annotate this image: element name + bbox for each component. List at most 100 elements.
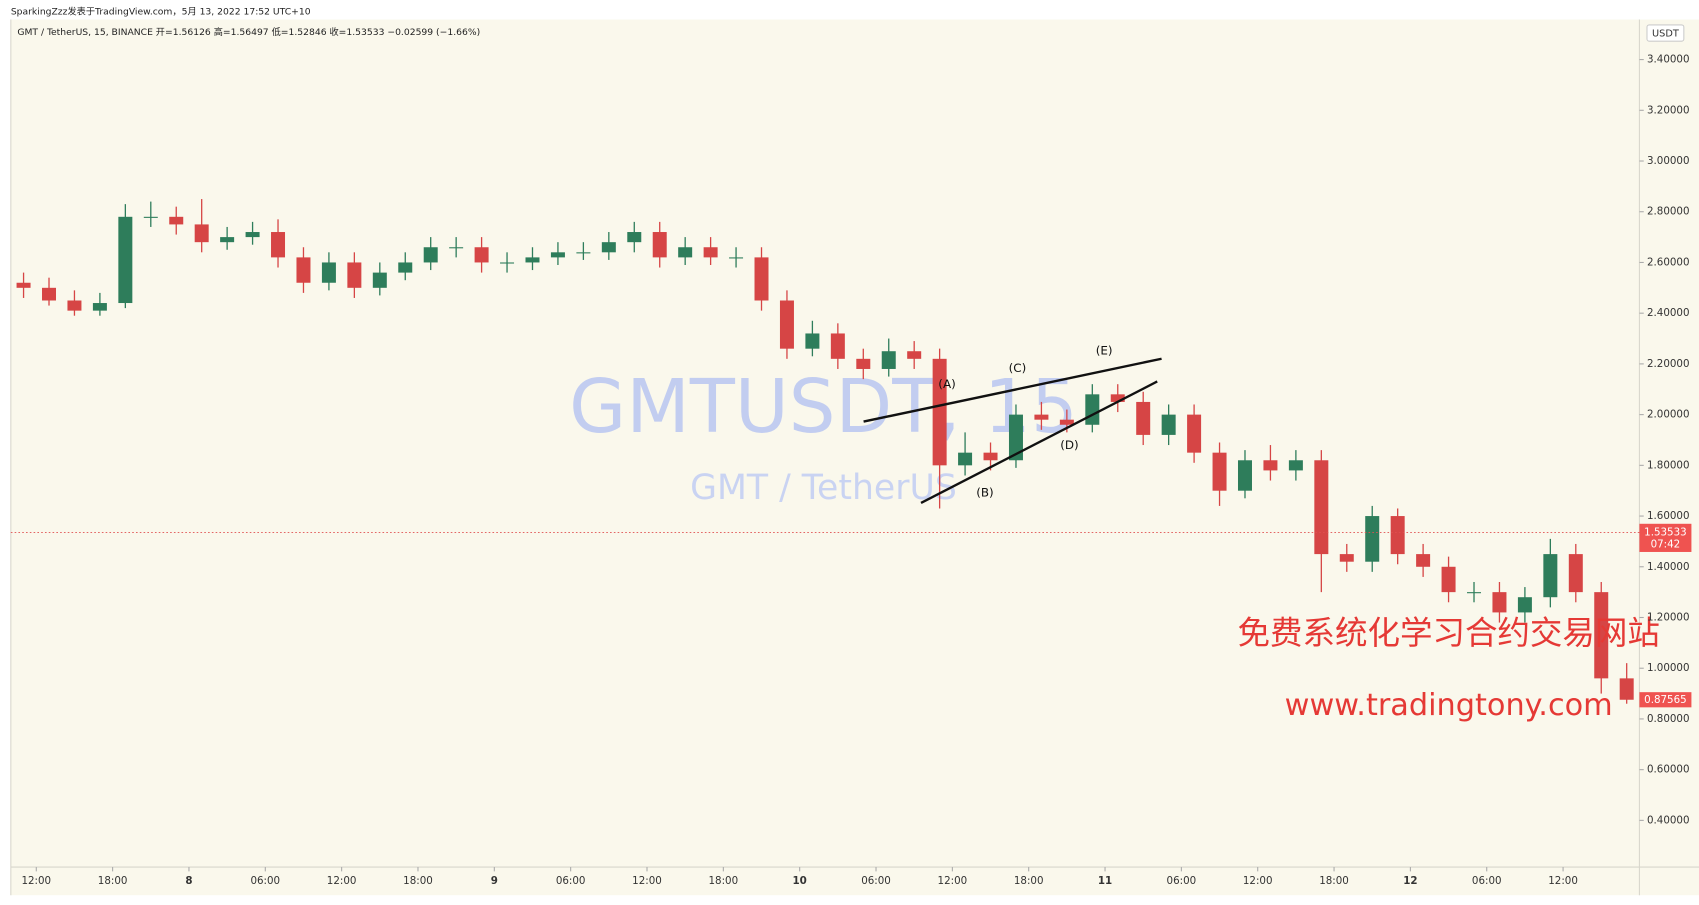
wave-label: (C) [1009,361,1027,375]
x-tick-label: 18:00 [1014,875,1044,887]
candle-body [372,272,387,288]
x-tick-label: 18:00 [709,875,739,887]
candle-body [627,232,642,243]
candle-body [779,300,794,349]
y-tick-label: 2.60000 [1647,256,1690,268]
candle-body [907,351,922,359]
plot-background [10,19,1699,896]
price-label: 1.53533 [1644,526,1687,538]
candle-body [881,351,896,369]
watermark-name: GMT / TetherUS [690,468,957,508]
axis-unit: USDT [1652,29,1679,40]
candle-body [1441,566,1456,593]
candle-body [1237,460,1252,491]
candle-body [932,358,947,466]
candle-body [296,257,311,283]
y-tick-label: 0.60000 [1647,764,1690,776]
candle-body [118,216,133,304]
wave-label: (B) [976,486,993,500]
candle-body [1594,592,1609,679]
x-tick-label: 11 [1098,875,1112,887]
x-tick-label: 12:00 [632,875,662,887]
y-tick-label: 1.80000 [1647,459,1690,471]
candle-body [1467,592,1482,594]
candle-body [601,242,616,253]
candle-body [1288,460,1303,471]
candle-body [1390,516,1405,555]
x-tick-label: 06:00 [1167,875,1197,887]
wave-label: (D) [1060,438,1078,452]
candle-body [321,262,336,283]
candle-body [1059,419,1074,425]
y-tick-label: 2.80000 [1647,206,1690,218]
y-tick-label: 2.40000 [1647,307,1690,319]
x-tick-label: 10 [793,875,807,887]
candle-body [92,303,107,311]
promo-url: www.tradingtony.com [1285,688,1613,723]
candle-body [856,358,871,369]
x-tick-label: 12:00 [938,875,968,887]
candle-body [1314,460,1329,555]
candle-body [67,300,82,311]
candle-body [1034,414,1049,420]
wave-label: (E) [1096,344,1113,358]
wave-label: (A) [938,377,955,391]
candle-body [1085,394,1100,425]
candle-body [16,282,31,288]
candle-body [958,452,973,466]
candle-body [1136,401,1151,435]
candle-body [1161,414,1176,435]
candle-body [474,247,489,263]
x-tick-label: 9 [491,875,498,887]
candle-body [1568,554,1583,593]
candle-body [1517,597,1532,613]
price-countdown: 07:42 [1651,538,1681,550]
y-tick-label: 0.80000 [1647,713,1690,725]
candle-body [449,247,464,249]
candle-body [1543,554,1558,598]
y-tick-label: 1.40000 [1647,561,1690,573]
candles [16,199,1634,704]
y-tick-label: 3.20000 [1647,104,1690,116]
watermark-symbol: GMTUSDT, 15 [569,365,1078,450]
candle-body [220,237,235,243]
candle-body [1263,460,1278,471]
candle-body [1008,414,1023,461]
x-tick-label: 12:00 [1243,875,1273,887]
candle-body [1416,554,1431,567]
x-tick-label: 06:00 [861,875,891,887]
candle-body [1187,414,1202,453]
candle-body [1365,516,1380,562]
y-tick-label: 1.00000 [1647,662,1690,674]
candle-body [830,333,845,359]
candle-body [703,247,718,258]
candle-body [500,262,515,264]
candle-body [271,232,286,258]
x-tick-label: 12:00 [21,875,51,887]
x-tick-label: 12 [1403,875,1417,887]
y-tick-label: 3.40000 [1647,54,1690,66]
trend-line [920,380,1158,504]
y-tick-label: 1.20000 [1647,611,1690,623]
candle-body [1212,452,1227,491]
trend-line [863,357,1162,423]
candle-body [576,252,591,254]
x-tick-label: 06:00 [1472,875,1502,887]
candle-body [729,257,744,259]
x-tick-label: 18:00 [403,875,433,887]
y-tick-label: 3.00000 [1647,155,1690,167]
unit-box [1646,24,1685,42]
y-tick-label: 0.40000 [1647,814,1690,826]
candle-body [423,247,438,263]
candle-body [652,232,667,258]
candle-body [398,262,413,273]
candle-body [143,216,158,218]
y-tick-label: 1.60000 [1647,510,1690,522]
candle-body [983,452,998,461]
candle-body [550,252,565,258]
x-tick-label: 12:00 [1548,875,1578,887]
candle-body [347,262,362,288]
